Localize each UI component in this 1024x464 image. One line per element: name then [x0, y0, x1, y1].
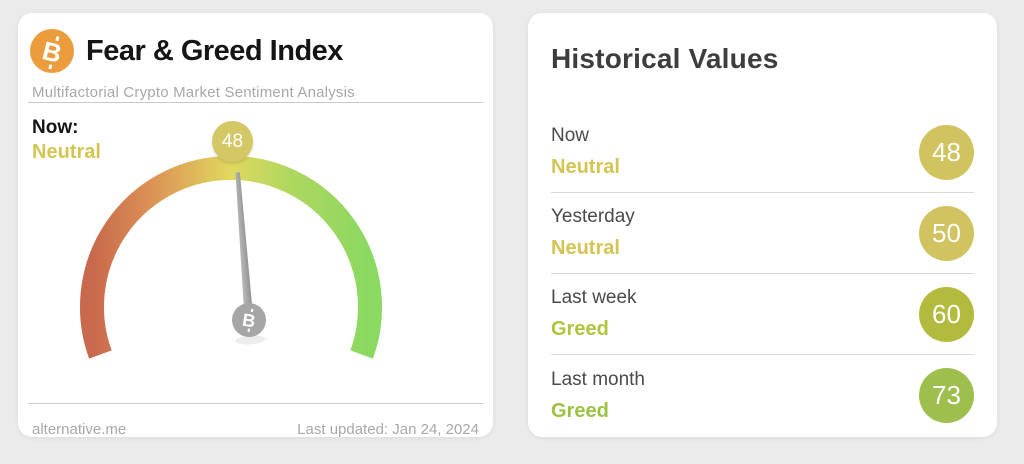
history-row-value-badge: 48	[919, 124, 974, 180]
card-header: B Fear & Greed Index	[30, 29, 343, 73]
history-row-sentiment: Greed	[551, 399, 609, 422]
svg-text:B: B	[241, 310, 257, 332]
history-row-label: Last week	[551, 287, 637, 308]
history-row-value-badge: 50	[919, 205, 974, 261]
gauge-needle: B	[232, 172, 266, 345]
historical-values-card: Historical Values Now Neutral 48 Yesterd…	[528, 13, 997, 437]
history-list: Now Neutral 48 Yesterday Neutral 50 Last…	[551, 112, 974, 436]
footer-divider	[28, 403, 483, 404]
history-row-text: Now Neutral	[551, 125, 620, 179]
last-updated-text: Last updated: Jan 24, 2024	[297, 421, 479, 438]
history-row-value-badge: 73	[919, 368, 974, 423]
history-row-text: Last month Greed	[551, 369, 645, 423]
history-row-text: Yesterday Neutral	[551, 206, 635, 260]
now-sentiment: Neutral	[32, 141, 101, 163]
history-row-sentiment: Neutral	[551, 156, 620, 178]
gauge-chart: B	[80, 155, 382, 359]
gauge-value-badge: 48	[212, 121, 253, 162]
history-row-sentiment: Neutral	[551, 237, 620, 259]
history-row-sentiment: Greed	[551, 318, 609, 340]
historical-values-title: Historical Values	[551, 43, 779, 74]
source-link[interactable]: alternative.me	[32, 421, 127, 438]
history-row-value-badge: 60	[919, 286, 974, 342]
card-footer: alternative.me Last updated: Jan 24, 202…	[32, 421, 479, 438]
history-row-label: Now	[551, 125, 590, 146]
now-label: Now:	[32, 117, 79, 138]
history-row: Last week Greed 60	[551, 274, 974, 355]
history-row-label: Last month	[551, 368, 645, 390]
fear-greed-card: B Fear & Greed Index Multifactorial Cryp…	[18, 13, 493, 438]
history-row: Now Neutral 48	[551, 112, 974, 193]
header-divider	[28, 102, 483, 103]
page-title: Fear & Greed Index	[86, 34, 343, 67]
history-row-label: Yesterday	[551, 206, 635, 227]
bitcoin-icon: B	[30, 29, 74, 73]
card-subtitle: Multifactorial Crypto Market Sentiment A…	[32, 84, 355, 101]
history-row-text: Last week Greed	[551, 287, 637, 341]
gauge-arc	[80, 155, 382, 359]
history-row: Yesterday Neutral 50	[551, 193, 974, 274]
history-row: Last month Greed 73	[551, 355, 974, 436]
current-sentiment-block: Now: Neutral	[32, 116, 101, 164]
